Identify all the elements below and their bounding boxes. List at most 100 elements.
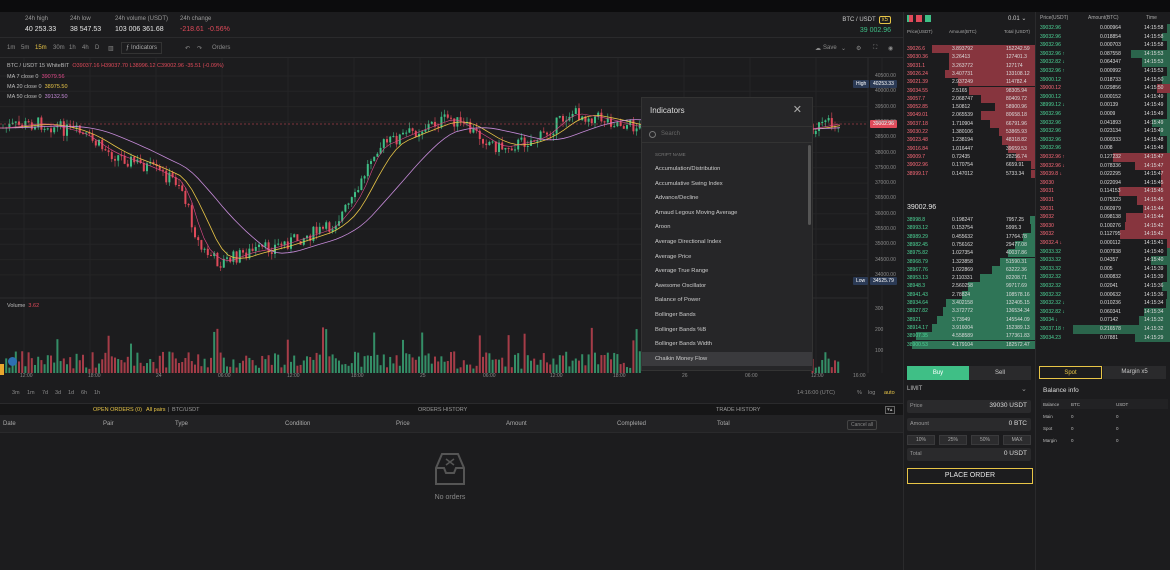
fullscreen-icon[interactable]: ⛶: [873, 45, 878, 51]
percent-toggle[interactable]: %: [857, 390, 862, 396]
interval-1h[interactable]: 1h: [69, 45, 76, 51]
range-3d[interactable]: 3d: [55, 390, 62, 396]
interval-5m[interactable]: 5m: [21, 45, 30, 51]
interval-1m[interactable]: 1m: [7, 45, 16, 51]
indicator-item[interactable]: Arnaud Legoux Moving Average: [655, 209, 738, 216]
book-view-icons[interactable]: [907, 15, 933, 22]
bid-row[interactable]: 38907.35 4.558589 177361.83: [904, 332, 1035, 341]
interval-30m[interactable]: 30m: [53, 45, 65, 51]
bid-row[interactable]: 38967.76 1.022869 63222.36: [904, 265, 1035, 275]
range-1d[interactable]: 1d: [68, 390, 75, 396]
tab-open-orders[interactable]: OPEN ORDERS (0): [93, 407, 142, 413]
camera-icon[interactable]: ◉: [888, 46, 894, 52]
interval-15m[interactable]: 15m: [35, 45, 47, 51]
bid-row[interactable]: 38989.29 0.455632 17764.78: [904, 232, 1035, 241]
ask-row[interactable]: 39037.18 1.710904 66791.96: [904, 119, 1035, 128]
indicator-item[interactable]: Average Directional Index: [655, 238, 722, 245]
tab-orders-history[interactable]: ORDERS HISTORY: [418, 407, 468, 413]
bid-row[interactable]: 38975.82 1.027354 40037.86: [904, 249, 1035, 258]
pct-25-button[interactable]: 25%: [939, 435, 967, 445]
range-6h[interactable]: 6h: [81, 390, 88, 396]
ask-row[interactable]: 38999.17 0.147012 5733.34: [904, 169, 1035, 178]
pct-max-button[interactable]: MAX: [1003, 435, 1031, 445]
ask-row[interactable]: 39002.96 0.170754 6659.91: [904, 161, 1035, 170]
bid-row[interactable]: 38921 3.73949 145544.09: [904, 315, 1035, 324]
bid-row[interactable]: 38914.17 3.916004 152389.13: [904, 323, 1035, 333]
ask-row[interactable]: 39057.7 2.068747 80409.72: [904, 94, 1035, 104]
book-both-icon[interactable]: [907, 15, 913, 22]
log-toggle[interactable]: log: [868, 390, 876, 396]
indicator-search[interactable]: Search: [642, 126, 812, 143]
ask-row[interactable]: 39049.01 2.065539 80658.18: [904, 111, 1035, 120]
tab-spot[interactable]: Spot: [1039, 366, 1102, 379]
pct-50-button[interactable]: 50%: [971, 435, 999, 445]
redo-icon[interactable]: ↷: [197, 46, 203, 52]
indicator-item[interactable]: Balance of Power: [655, 297, 701, 304]
chevron-down-icon[interactable]: ⌄: [1021, 386, 1027, 393]
range-3m[interactable]: 3m: [12, 390, 20, 396]
place-order-button[interactable]: PLACE ORDER: [907, 468, 1033, 484]
total-field[interactable]: Total 0 USDT: [907, 448, 1031, 461]
indicator-item[interactable]: Chaikin Money Flow: [642, 351, 812, 367]
collapse-icon[interactable]: ▾▴: [885, 406, 895, 414]
interval-4h[interactable]: 4h: [82, 45, 89, 51]
bid-row[interactable]: 38982.45 0.756162 29477.08: [904, 240, 1035, 250]
close-icon[interactable]: ✕: [792, 104, 802, 116]
ask-row[interactable]: 39052.85 1.50812 58900.96: [904, 103, 1035, 112]
cancel-all-button[interactable]: Cancel all: [847, 420, 877, 430]
bid-row[interactable]: 38934.64 3.402158 132405.15: [904, 299, 1035, 308]
chart-type-icon[interactable]: ▥: [108, 46, 114, 52]
amount-field[interactable]: Amount 0 BTC: [907, 418, 1031, 431]
tab-margin[interactable]: Margin x5: [1103, 366, 1166, 379]
leverage-badge[interactable]: x5: [878, 16, 891, 24]
undo-icon[interactable]: ↶: [185, 46, 191, 52]
indicator-item[interactable]: Bollinger Bands Width: [655, 341, 713, 348]
bid-row[interactable]: 38948.3 2.560258 99717.69: [904, 282, 1035, 291]
ask-row[interactable]: 39030.22 1.380106 53865.93: [904, 128, 1035, 137]
ask-row[interactable]: 39031.1 3.263772 127174: [904, 61, 1035, 70]
book-asks-icon[interactable]: [916, 15, 922, 22]
orders-toggle[interactable]: Orders: [212, 45, 231, 51]
ask-row[interactable]: 39016.84 1.016447 39659.53: [904, 144, 1035, 153]
range-1m[interactable]: 1m: [27, 390, 35, 396]
price-field[interactable]: Price 39030 USDT: [907, 400, 1031, 413]
filter-all-pairs[interactable]: All pairs: [146, 407, 166, 413]
ask-row[interactable]: 39023.48 1.238194 48318.82: [904, 136, 1035, 145]
ask-row[interactable]: 39030.36 3.26413 127401.3: [904, 53, 1035, 62]
range-7d[interactable]: 7d: [42, 390, 49, 396]
save-button[interactable]: Save: [823, 45, 837, 51]
auto-toggle[interactable]: auto: [884, 390, 895, 396]
range-1h[interactable]: 1h: [94, 390, 101, 396]
ask-row[interactable]: 39026.24 3.407731 133108.12: [904, 69, 1035, 79]
indicator-item[interactable]: Average True Range: [655, 268, 709, 275]
indicator-item[interactable]: Awesome Oscillator: [655, 282, 707, 289]
bid-row[interactable]: 38968.79 1.323858 51590.31: [904, 257, 1035, 266]
tab-trade-history[interactable]: TRADE HISTORY: [716, 407, 761, 413]
bid-row[interactable]: 38941.43 2.78824 108578.16: [904, 290, 1035, 299]
bid-row[interactable]: 38927.82 3.372772 136534.34: [904, 307, 1035, 316]
order-type-select[interactable]: LIMIT: [907, 386, 922, 392]
precision-select[interactable]: 0.01 ⌄: [1008, 15, 1026, 22]
ask-row[interactable]: 39021.39 2.937249 114782.4: [904, 78, 1035, 87]
ask-row[interactable]: 39026.6 3.893792 152242.59: [904, 45, 1035, 54]
interval-d[interactable]: D: [95, 45, 100, 51]
indicator-item[interactable]: Accumulative Swing Index: [655, 180, 723, 187]
chevron-down-icon[interactable]: ⌄: [841, 46, 847, 52]
search-input[interactable]: Search: [661, 131, 681, 137]
pct-10-button[interactable]: 10%: [907, 435, 935, 445]
indicator-item[interactable]: Accumulation/Distribution: [655, 166, 721, 172]
indicator-item[interactable]: Bollinger Bands: [655, 311, 696, 318]
bid-row[interactable]: 38900.53 4.179104 182572.47: [904, 340, 1035, 349]
indicator-item[interactable]: Bollinger Bands %B: [655, 326, 707, 333]
bid-row[interactable]: 38953.13 2.110331 82208.71: [904, 274, 1035, 283]
ask-row[interactable]: 39009.7 0.72435 28256.74: [904, 152, 1035, 162]
timezone-label[interactable]: 14:16:00 (UTC): [797, 390, 835, 396]
indicator-item[interactable]: Average Price: [655, 253, 692, 260]
bid-row[interactable]: 38993.12 0.153754 5995.3: [904, 224, 1035, 233]
ask-row[interactable]: 39034.55 2.5165 98305.94: [904, 86, 1035, 95]
sell-tab[interactable]: Sell: [969, 366, 1031, 380]
indicators-button[interactable]: ƒ Indicators: [121, 42, 163, 54]
scrollbar[interactable]: [808, 145, 811, 225]
bid-row[interactable]: 38998.8 0.198247 7957.25: [904, 216, 1035, 225]
book-bids-icon[interactable]: [925, 15, 931, 22]
